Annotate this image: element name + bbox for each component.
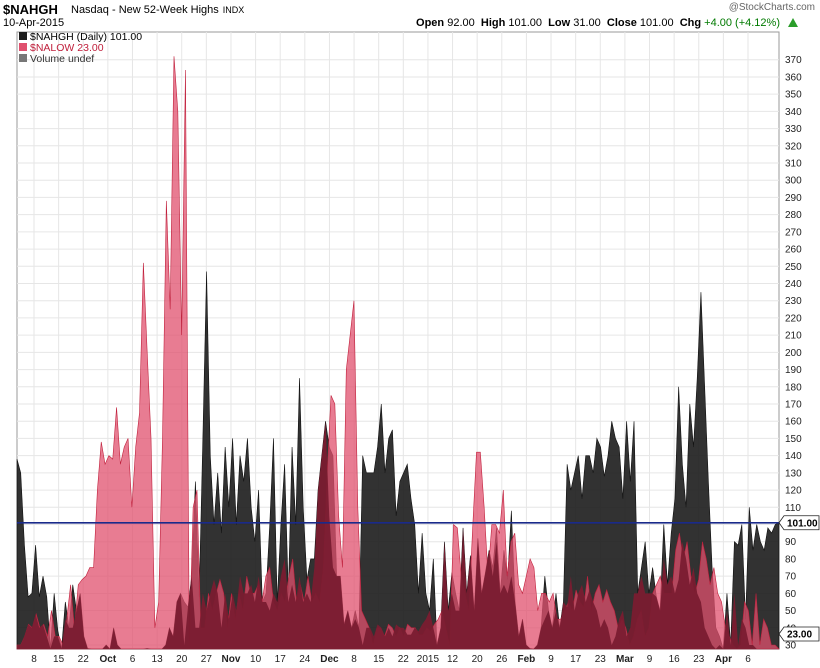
x-tick-label: 6: [745, 654, 751, 665]
y-tick-label: 330: [785, 124, 802, 135]
close-label: Close: [606, 17, 637, 29]
series-areas: [16, 56, 780, 650]
x-tick-label: 27: [201, 654, 213, 665]
y-tick-label: 280: [785, 210, 802, 221]
y-tick-label: 50: [785, 606, 797, 617]
legend-nalow: $NALOW 23.00: [30, 42, 104, 54]
y-tick-label: 190: [785, 365, 802, 376]
x-tick-label: 9: [548, 654, 554, 665]
x-axis: 8 15 22 Oct 6 13 20 27 Nov 10 17 24 Dec 8 15 22 2015 12 20…: [31, 654, 751, 665]
y-tick-label: 240: [785, 279, 802, 290]
legend-volume: Volume undef: [30, 53, 94, 65]
stockcharts-watermark: @StockCharts.com: [728, 2, 815, 13]
area-overlap: [17, 421, 757, 649]
y-tick-label: 140: [785, 451, 802, 462]
legend: $NAHGH (Daily) 101.00 $NALOW 23.00 Volum…: [19, 31, 142, 65]
symbol-label: $NAHGH: [3, 2, 58, 17]
y-tick-label: 310: [785, 159, 802, 170]
close-value: 101.00: [639, 17, 674, 29]
chart-header: $NAHGH Nasdaq - New 52-Week Highs INDX @S…: [0, 0, 820, 18]
x-tick-label: Mar: [616, 654, 634, 665]
x-tick-label: 20: [472, 654, 484, 665]
x-tick-label: 9: [647, 654, 653, 665]
y-tick-label: 160: [785, 417, 802, 428]
y-tick-label: 170: [785, 400, 802, 411]
open-value: 92.00: [447, 17, 475, 29]
symbol-full-name: Nasdaq - New 52-Week Highs: [71, 4, 219, 16]
x-tick-label: 15: [53, 654, 65, 665]
y-tick-label: 120: [785, 486, 802, 497]
y-tick-label: 80: [785, 554, 797, 565]
y-tick-label: 350: [785, 90, 802, 101]
y-tick-label: 180: [785, 382, 802, 393]
symbol-name: Nasdaq - New 52-Week Highs INDX: [71, 4, 244, 16]
chg-value: +4.00 (+4.12%): [704, 17, 780, 29]
x-tick-label: Feb: [518, 654, 536, 665]
chg-label: Chg: [679, 17, 702, 29]
x-tick-label: 8: [351, 654, 357, 665]
open-label: Open: [416, 17, 445, 29]
last-value-nalow-bg: [778, 626, 820, 642]
y-tick-label: 150: [785, 434, 802, 445]
y-tick-label: 200: [785, 348, 802, 359]
y-tick-label: 250: [785, 262, 802, 273]
ohlc-readout: Open 92.00 High 101.00 Low 31.00 Close 1…: [416, 17, 780, 29]
y-tick-label: 210: [785, 331, 802, 342]
up-arrow-icon: [788, 18, 798, 27]
x-tick-label: 15: [373, 654, 385, 665]
y-tick-label: 230: [785, 296, 802, 307]
y-axis: 3040506070809010011012013014015016017018…: [778, 55, 820, 652]
x-tick-label: 2015: [417, 654, 440, 665]
x-tick-label: Apr: [715, 654, 732, 665]
x-tick-label: 17: [275, 654, 287, 665]
low-label: Low: [548, 17, 571, 29]
y-tick-label: 360: [785, 72, 802, 83]
x-tick-label: 12: [447, 654, 459, 665]
legend-nahgh: $NAHGH (Daily) 101.00: [30, 31, 142, 43]
legend-swatch-nahgh: [19, 32, 27, 40]
legend-swatch-volume: [19, 54, 27, 62]
y-tick-label: 340: [785, 107, 802, 118]
legend-swatch-nalow: [19, 43, 27, 51]
last-value-nahgh: 101.00: [787, 518, 818, 529]
y-tick-label: 60: [785, 589, 797, 600]
x-tick-label: 20: [176, 654, 188, 665]
x-tick-label: 8: [31, 654, 37, 665]
x-tick-label: 26: [496, 654, 508, 665]
x-tick-label: 17: [570, 654, 582, 665]
y-tick-label: 300: [785, 176, 802, 187]
x-tick-label: 13: [152, 654, 164, 665]
x-tick-label: 6: [130, 654, 136, 665]
last-value-nalow: 23.00: [787, 630, 812, 641]
high-label: High: [480, 17, 506, 29]
high-value: 101.00: [508, 17, 543, 29]
x-tick-label: Dec: [320, 654, 339, 665]
y-tick-label: 370: [785, 55, 802, 66]
x-tick-label: 10: [250, 654, 262, 665]
y-tick-label: 70: [785, 572, 797, 583]
y-tick-label: 270: [785, 227, 802, 238]
x-tick-label: 22: [78, 654, 90, 665]
y-tick-label: 290: [785, 193, 802, 204]
exchange-label: INDX: [222, 5, 245, 15]
y-tick-label: 130: [785, 468, 802, 479]
y-tick-label: 220: [785, 313, 802, 324]
x-tick-label: 16: [669, 654, 681, 665]
chart-date: 10-Apr-2015: [3, 17, 65, 29]
x-tick-label: Nov: [222, 654, 241, 665]
x-tick-label: 23: [693, 654, 705, 665]
x-tick-label: 24: [299, 654, 311, 665]
low-value: 31.00: [573, 17, 601, 29]
x-tick-label: 22: [398, 654, 410, 665]
x-tick-label: 23: [595, 654, 607, 665]
last-value-nahgh-bg: [778, 515, 820, 531]
y-tick-label: 110: [785, 503, 801, 514]
y-tick-label: 260: [785, 245, 802, 256]
x-tick-label: Oct: [100, 654, 117, 665]
y-tick-label: 90: [785, 537, 797, 548]
y-tick-label: 320: [785, 141, 802, 152]
y-tick-label: 30: [785, 641, 797, 652]
